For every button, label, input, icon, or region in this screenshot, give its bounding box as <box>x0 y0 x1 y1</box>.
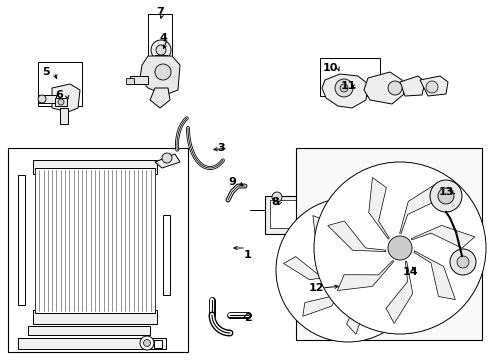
Text: 13: 13 <box>439 187 454 197</box>
Bar <box>28 326 150 335</box>
Bar <box>55 98 67 106</box>
Bar <box>155 55 167 63</box>
Polygon shape <box>400 183 439 233</box>
Polygon shape <box>284 257 336 280</box>
Circle shape <box>276 198 420 342</box>
Text: 6: 6 <box>55 90 63 100</box>
Bar <box>60 108 68 124</box>
Polygon shape <box>356 244 409 261</box>
Circle shape <box>272 192 282 202</box>
Bar <box>126 78 134 84</box>
Text: 3: 3 <box>217 143 225 153</box>
Polygon shape <box>420 76 448 96</box>
Text: 14: 14 <box>402 267 418 277</box>
Circle shape <box>388 81 402 95</box>
Circle shape <box>335 79 353 97</box>
Bar <box>18 338 166 349</box>
Circle shape <box>337 259 359 281</box>
Circle shape <box>388 236 412 260</box>
Circle shape <box>155 64 171 80</box>
Circle shape <box>144 339 150 346</box>
Circle shape <box>162 153 172 163</box>
Text: 5: 5 <box>42 67 50 77</box>
Circle shape <box>314 162 486 334</box>
Bar <box>163 215 170 295</box>
Polygon shape <box>140 56 180 95</box>
Bar <box>38 95 56 103</box>
Bar <box>296 148 482 340</box>
Circle shape <box>438 188 454 204</box>
Polygon shape <box>322 74 368 108</box>
Text: 1: 1 <box>244 250 252 260</box>
Bar <box>35 168 155 313</box>
Bar <box>154 340 162 348</box>
Polygon shape <box>386 261 413 323</box>
Polygon shape <box>361 270 403 305</box>
Circle shape <box>151 40 171 60</box>
Bar <box>33 160 157 174</box>
Circle shape <box>38 95 46 103</box>
Text: 7: 7 <box>156 7 164 17</box>
Circle shape <box>430 180 462 212</box>
Polygon shape <box>303 282 345 316</box>
Polygon shape <box>369 177 389 239</box>
Polygon shape <box>313 216 337 264</box>
Polygon shape <box>155 154 180 168</box>
Polygon shape <box>414 251 455 300</box>
Text: 12: 12 <box>308 283 324 293</box>
Polygon shape <box>328 221 386 252</box>
Text: 10: 10 <box>322 63 338 73</box>
Text: 11: 11 <box>340 81 356 91</box>
Bar <box>8 148 188 352</box>
Bar <box>130 76 148 84</box>
Polygon shape <box>346 280 366 334</box>
Circle shape <box>450 249 476 275</box>
Polygon shape <box>345 208 373 257</box>
Text: 4: 4 <box>159 33 167 43</box>
Polygon shape <box>338 261 394 291</box>
Circle shape <box>156 45 166 55</box>
Circle shape <box>426 81 438 93</box>
Circle shape <box>140 336 154 350</box>
Polygon shape <box>52 84 80 112</box>
Text: 9: 9 <box>228 177 236 187</box>
Polygon shape <box>400 76 425 96</box>
Text: 2: 2 <box>244 313 252 323</box>
Polygon shape <box>150 88 170 108</box>
Bar <box>320 58 380 96</box>
Bar <box>33 310 157 324</box>
Bar <box>18 175 25 305</box>
Bar <box>38 62 82 106</box>
Circle shape <box>457 256 469 268</box>
Bar <box>265 196 303 234</box>
Polygon shape <box>364 72 404 104</box>
Circle shape <box>340 84 348 92</box>
Circle shape <box>58 99 64 105</box>
Bar <box>270 200 298 228</box>
Polygon shape <box>411 225 475 248</box>
Text: 8: 8 <box>271 197 279 207</box>
